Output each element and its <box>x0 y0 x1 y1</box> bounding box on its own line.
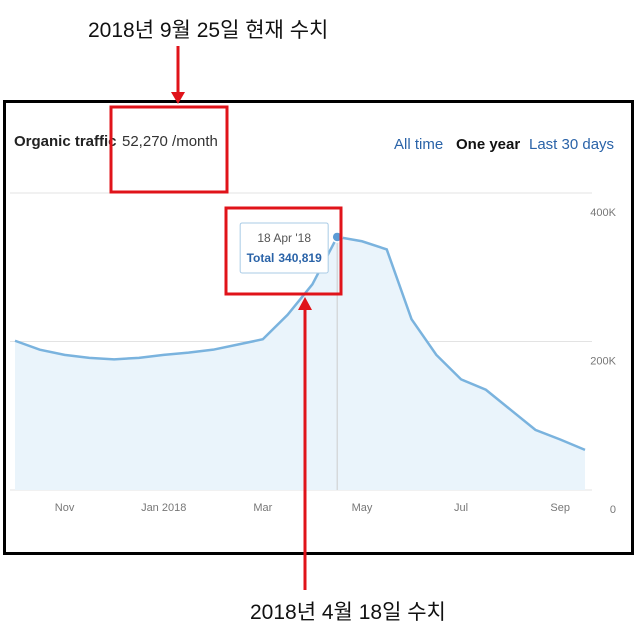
y-tick-label: 200K <box>590 355 616 367</box>
tooltip-box <box>239 222 329 274</box>
tooltip-total: Total 340,819 <box>247 251 322 265</box>
x-tick-label: Jul <box>454 502 468 514</box>
x-tick-label: Nov <box>55 502 75 514</box>
tooltip-value: 340,819 <box>278 251 322 265</box>
annotation-bottom: 2018년 4월 18일 수치 <box>250 601 446 624</box>
highlight-box <box>224 206 343 296</box>
x-tick-label: Mar <box>253 502 272 514</box>
highlight-box <box>109 105 229 194</box>
panel-title: Organic traffic <box>14 133 117 150</box>
tab[interactable]: Last 30 days <box>529 136 615 153</box>
line <box>14 235 586 452</box>
y-tick-label: 400K <box>590 207 616 219</box>
tab[interactable]: All time <box>394 136 444 153</box>
area-fill <box>15 236 585 490</box>
tab-active[interactable]: One year <box>456 136 521 153</box>
x-tick-label: Jan 2018 <box>141 502 186 514</box>
tooltip-date: 18 Apr '18 <box>257 231 311 245</box>
y-tick-label: 0 <box>610 504 616 516</box>
x-tick-label: Sep <box>550 502 570 514</box>
annotation-top: 2018년 9월 25일 현재 수치 <box>88 19 329 42</box>
x-tick-label: May <box>352 502 373 514</box>
tooltip-label: Total <box>247 251 275 265</box>
arrow-head <box>171 92 185 104</box>
arrow-head <box>298 297 312 310</box>
panel <box>3 100 634 555</box>
traffic-value: 52,270 /month <box>122 133 218 150</box>
